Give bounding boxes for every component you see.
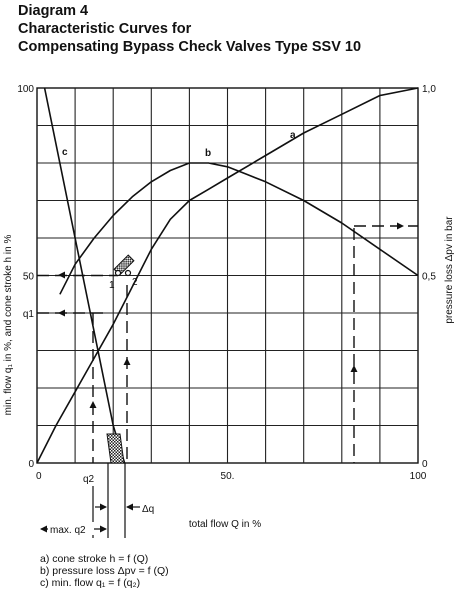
delta-arrow-left-head <box>100 503 107 511</box>
point-2-marker <box>124 269 132 277</box>
left-tick-label: 0 <box>28 459 34 470</box>
right-tick-label: 0,5 <box>422 272 436 283</box>
legend-item-c: c) min. flow q₁ = f (q₂) <box>40 577 141 589</box>
point-label-2: 2 <box>132 277 138 288</box>
x-tick-label: 100 <box>410 471 427 482</box>
delta-q-shaded-band <box>106 433 125 464</box>
arrow-up-right <box>350 365 358 372</box>
arrow-left-q1 <box>58 309 65 317</box>
annotation-delta-q: Δq <box>142 504 154 515</box>
series-label-a: a <box>290 130 296 141</box>
max-q2-arrow-left <box>40 525 47 533</box>
series-label-b: b <box>205 148 211 159</box>
arrow-up-q2 <box>89 401 97 408</box>
max-q2-arrow-right <box>100 525 107 533</box>
series-line-b <box>59 162 419 295</box>
right-tick-label: 0 <box>422 459 428 470</box>
diagram-number: Diagram 4 <box>18 3 89 19</box>
point-1-marker <box>114 269 122 277</box>
arrow-right-pressure <box>397 222 404 230</box>
max-q2-label-bg <box>48 522 94 535</box>
left-tick-label: 100 <box>17 84 34 95</box>
annotation-q2: q2 <box>83 474 95 485</box>
arrow-left-50 <box>58 271 65 279</box>
series-label-c: c <box>62 147 68 158</box>
diagram-title-line1: Characteristic Curves for <box>18 21 192 37</box>
point-label-1: 1 <box>109 280 115 291</box>
right-tick-label: 1,0 <box>422 84 436 95</box>
y-axis-label-left: min. flow q₁ in %, and cone stroke h in … <box>3 235 14 416</box>
legend-item-a: a) cone stroke h = f (Q) <box>40 553 149 565</box>
x-axis-label: total flow Q in % <box>189 519 261 530</box>
x-tick-label: 50. <box>221 471 235 482</box>
arrow-up-point-2 <box>123 358 131 365</box>
delta-arrow-right-head <box>126 503 133 511</box>
annotation-max-q2: max. q2 <box>50 525 86 536</box>
series-line-a <box>36 87 419 464</box>
left-tick-label: 50 <box>23 272 35 283</box>
y-axis-label-right: pressure loss Δpv in bar <box>444 216 455 324</box>
x-tick-label: 0 <box>36 471 42 482</box>
legend-item-b: b) pressure loss Δpv = f (Q) <box>40 565 169 577</box>
diagram-title-line2: Compensating Bypass Check Valves Type SS… <box>18 39 362 55</box>
left-tick-label: q1 <box>23 309 35 320</box>
